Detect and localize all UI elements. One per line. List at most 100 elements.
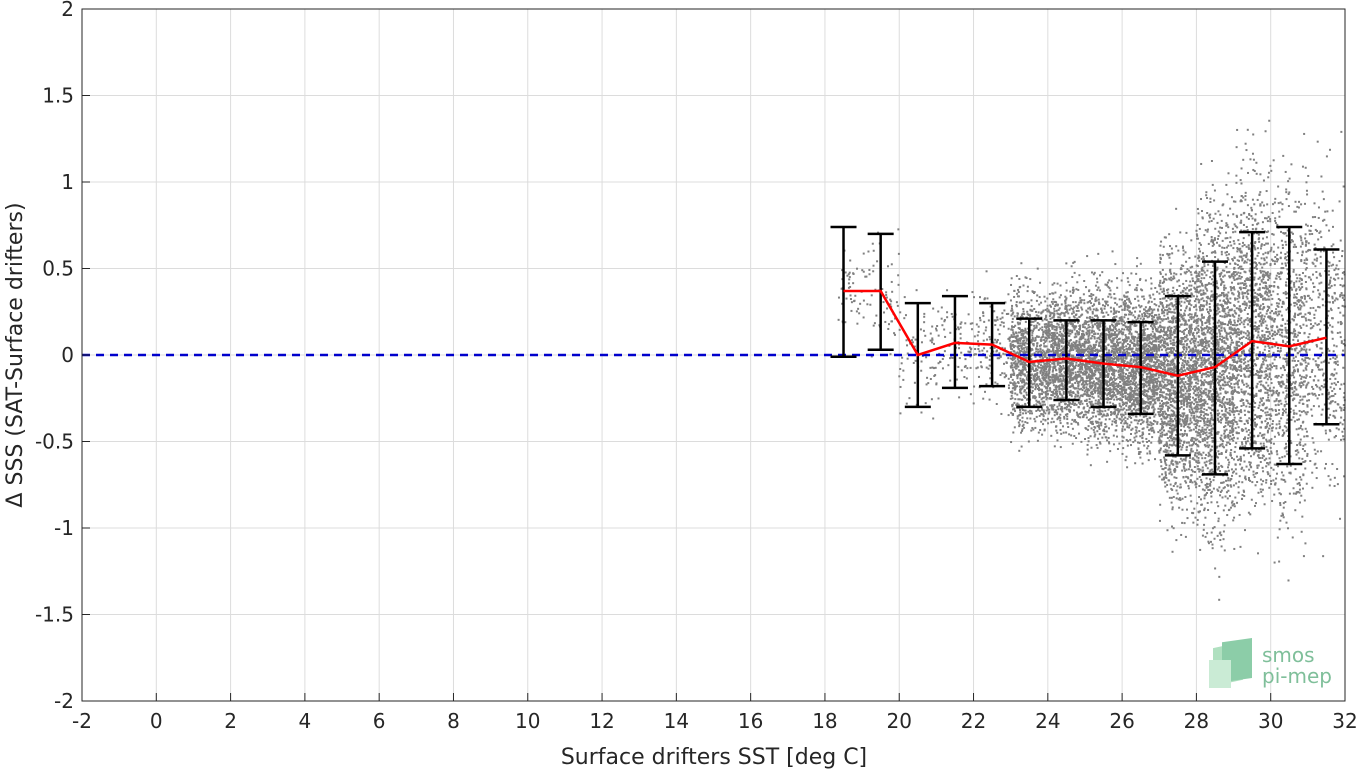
scatter-point bbox=[977, 330, 980, 333]
scatter-point bbox=[1086, 443, 1089, 446]
scatter-point bbox=[1065, 281, 1068, 284]
scatter-point bbox=[1075, 349, 1078, 352]
scatter-point bbox=[1112, 312, 1115, 315]
scatter-point bbox=[1091, 371, 1094, 374]
scatter-point bbox=[1105, 389, 1108, 392]
scatter-point bbox=[1089, 386, 1092, 389]
scatter-point bbox=[1073, 271, 1076, 274]
scatter-point bbox=[1155, 350, 1158, 353]
scatter-point bbox=[1134, 288, 1137, 291]
scatter-point bbox=[1097, 332, 1100, 335]
scatter-point bbox=[1087, 345, 1090, 348]
scatter-point bbox=[1055, 392, 1058, 395]
scatter-point bbox=[1066, 418, 1069, 421]
scatter-point bbox=[1075, 309, 1078, 312]
scatter-point bbox=[1130, 357, 1133, 360]
scatter-point bbox=[1042, 391, 1045, 394]
scatter-point bbox=[1064, 295, 1067, 298]
scatter-point bbox=[1022, 386, 1025, 389]
scatter-point bbox=[1148, 372, 1151, 375]
scatter-point bbox=[1130, 322, 1133, 325]
scatter-point bbox=[957, 343, 960, 346]
scatter-point bbox=[1085, 416, 1088, 419]
scatter-point bbox=[1141, 344, 1144, 347]
scatter-point bbox=[1004, 301, 1007, 304]
scatter-point bbox=[1064, 388, 1067, 391]
scatter-point bbox=[1080, 383, 1083, 386]
scatter-point bbox=[1059, 294, 1062, 297]
scatter-point bbox=[1016, 345, 1019, 348]
scatter-point bbox=[1047, 377, 1050, 380]
scatter-point bbox=[862, 299, 865, 302]
scatter-point bbox=[1144, 400, 1147, 403]
scatter-point bbox=[1071, 418, 1074, 421]
scatter-point bbox=[1003, 347, 1006, 350]
scatter-point bbox=[1026, 417, 1029, 420]
scatter-point bbox=[1035, 367, 1038, 370]
scatter-point bbox=[1127, 386, 1130, 389]
scatter-point bbox=[1146, 426, 1149, 429]
scatter-point bbox=[1106, 460, 1109, 463]
scatter-point bbox=[1151, 355, 1154, 358]
scatter-point bbox=[1106, 394, 1109, 397]
scatter-point bbox=[1114, 352, 1117, 355]
scatter-point bbox=[1153, 353, 1156, 356]
scatter-point bbox=[1154, 402, 1157, 405]
scatter-point bbox=[1021, 332, 1024, 335]
scatter-point bbox=[1132, 350, 1135, 353]
scatter-point bbox=[1025, 351, 1028, 354]
scatter-point bbox=[1083, 393, 1086, 396]
scatter-point bbox=[1146, 351, 1149, 354]
scatter-point bbox=[1094, 367, 1097, 370]
scatter-point bbox=[1044, 355, 1047, 358]
scatter-point bbox=[1157, 359, 1160, 362]
scatter-point bbox=[1136, 441, 1139, 444]
scatter-point bbox=[1089, 391, 1092, 394]
scatter-point bbox=[1034, 373, 1037, 376]
scatter-point bbox=[1074, 332, 1077, 335]
scatter-point bbox=[1139, 456, 1142, 459]
scatter-point bbox=[1087, 437, 1090, 440]
scatter-point bbox=[1083, 387, 1086, 390]
scatter-point bbox=[1141, 362, 1144, 365]
scatter-point bbox=[1123, 366, 1126, 369]
scatter-point bbox=[1079, 368, 1082, 371]
scatter-point bbox=[1113, 398, 1116, 401]
scatter-point bbox=[1137, 394, 1140, 397]
scatter-point bbox=[1012, 382, 1015, 385]
scatter-point bbox=[1047, 365, 1050, 368]
scatter-point bbox=[1113, 358, 1116, 361]
scatter-point bbox=[1059, 352, 1062, 355]
scatter-point bbox=[1095, 369, 1098, 372]
scatter-point bbox=[1111, 378, 1114, 381]
scatter-point bbox=[1062, 425, 1065, 428]
scatter-point bbox=[1042, 423, 1045, 426]
scatter-point bbox=[1083, 399, 1086, 402]
scatter-point bbox=[1058, 388, 1061, 391]
scatter-point bbox=[1173, 304, 1176, 307]
scatter-point bbox=[1070, 395, 1073, 398]
scatter-point bbox=[1127, 348, 1130, 351]
scatter-point bbox=[1151, 406, 1154, 409]
scatter-point bbox=[1118, 402, 1121, 405]
scatter-point bbox=[1117, 332, 1120, 335]
scatter-point bbox=[1128, 348, 1131, 351]
scatter-point bbox=[1142, 328, 1145, 331]
scatter-point bbox=[1094, 300, 1097, 303]
scatter-point bbox=[1018, 398, 1021, 401]
scatter-point bbox=[1099, 390, 1102, 393]
scatter-point bbox=[1070, 434, 1073, 437]
scatter-point bbox=[1131, 398, 1134, 401]
scatter-point bbox=[1153, 385, 1156, 388]
scatter-point bbox=[999, 373, 1002, 376]
scatter-point bbox=[1110, 351, 1113, 354]
scatter-point bbox=[1019, 285, 1022, 288]
scatter-point bbox=[1121, 386, 1124, 389]
scatter-point bbox=[1121, 403, 1124, 406]
scatter-point bbox=[1010, 309, 1013, 312]
scatter-point bbox=[1128, 400, 1131, 403]
scatter-point bbox=[1105, 348, 1108, 351]
scatter-point bbox=[1047, 321, 1050, 324]
scatter-point bbox=[1011, 309, 1014, 312]
scatter-point bbox=[1013, 366, 1016, 369]
